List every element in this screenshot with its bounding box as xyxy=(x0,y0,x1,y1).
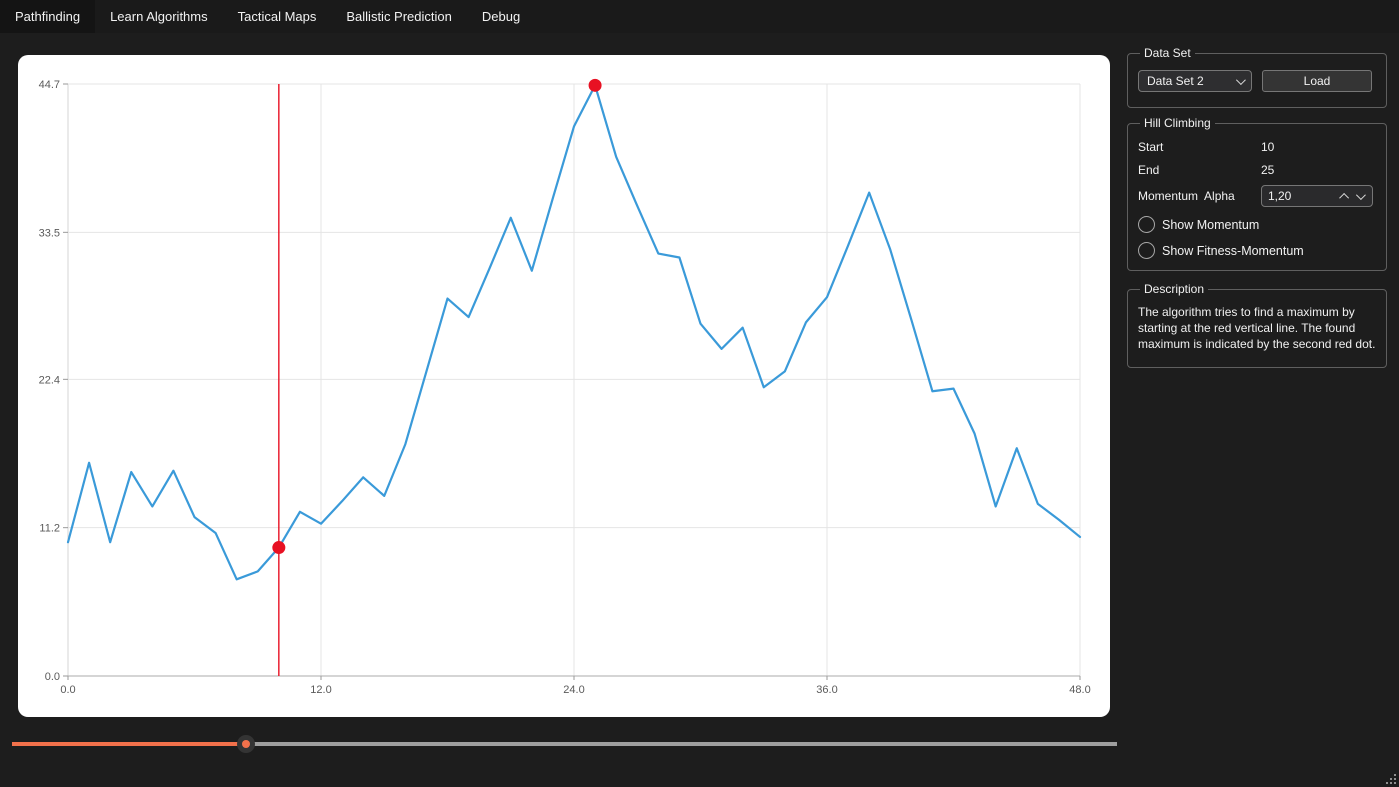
data-set-group-title: Data Set xyxy=(1144,46,1191,60)
tab-tactical-maps[interactable]: Tactical Maps xyxy=(237,9,317,24)
y-tick-label: 22.4 xyxy=(39,374,60,386)
slider-handle-dot xyxy=(242,740,251,748)
chevron-up-icon xyxy=(1338,192,1349,203)
chevron-down-icon xyxy=(1235,74,1246,85)
tab-debug[interactable]: Debug xyxy=(481,9,521,24)
end-label: End xyxy=(1138,163,1160,177)
momentum-alpha-value: 1,20 xyxy=(1268,189,1292,203)
description-text: The algorithm tries to find a maximum by… xyxy=(1138,305,1376,351)
slider-handle[interactable] xyxy=(237,735,256,753)
fitness-line-chart: 0.0 11.2 22.4 33.5 44.7 0.0 12.0 24.0 36.0 48.0 xyxy=(39,78,1091,696)
start-row: Start 10 xyxy=(1138,136,1376,158)
end-value: 25 xyxy=(1261,163,1275,177)
y-tick-label: 11.2 xyxy=(39,523,60,535)
show-fitness-momentum-row: Show Fitness-Momentum xyxy=(1138,242,1376,259)
hill-climbing-group-title: Hill Climbing xyxy=(1144,116,1211,130)
description-group-title: Description xyxy=(1144,282,1205,296)
start-dot xyxy=(272,541,286,555)
momentum-alpha-spinner[interactable]: 1,20 xyxy=(1261,185,1373,207)
x-tick-label: 24.0 xyxy=(563,684,584,696)
fitness-line xyxy=(66,84,1082,581)
data-set-combobox[interactable]: Data Set 2 xyxy=(1138,70,1252,92)
show-momentum-checkbox[interactable] xyxy=(1138,216,1155,233)
load-button[interactable]: Load xyxy=(1262,70,1372,92)
show-momentum-label: Show Momentum xyxy=(1162,217,1260,232)
y-tick-label: 33.5 xyxy=(39,227,60,239)
x-tick-label: 48.0 xyxy=(1069,684,1090,696)
momentum-alpha-label: Momentum Alpha xyxy=(1138,189,1235,203)
tab-learn-algorithms[interactable]: Learn Algorithms xyxy=(110,9,208,24)
tab-ballistic-prediction[interactable]: Ballistic Prediction xyxy=(346,9,452,24)
data-set-group: Data Set Data Set 2 Load xyxy=(1127,46,1387,108)
start-value: 10 xyxy=(1261,140,1275,154)
hill-climbing-group: Hill Climbing Start 10 End 25 Momentum A… xyxy=(1127,116,1387,271)
position-slider[interactable] xyxy=(12,735,1117,753)
show-fitness-momentum-label: Show Fitness-Momentum xyxy=(1162,243,1304,258)
slider-track-fill xyxy=(12,742,247,746)
load-button-label: Load xyxy=(1303,74,1331,88)
spinner-down-button[interactable] xyxy=(1352,189,1366,200)
start-label: Start xyxy=(1138,140,1164,154)
x-tick-label: 0.0 xyxy=(60,684,75,696)
slider-track[interactable] xyxy=(12,742,1117,746)
chevron-down-icon xyxy=(1355,189,1366,200)
description-group: Description The algorithm tries to find … xyxy=(1127,282,1387,368)
momentum-alpha-row: Momentum Alpha 1,20 xyxy=(1138,185,1376,207)
y-tick-label: 44.7 xyxy=(39,79,60,91)
show-momentum-row: Show Momentum xyxy=(1138,216,1376,233)
y-tick-label: 0.0 xyxy=(45,671,60,683)
resize-grip-icon[interactable] xyxy=(1385,773,1396,784)
show-fitness-momentum-checkbox[interactable] xyxy=(1138,242,1155,259)
fitness-chart-panel: 0.0 11.2 22.4 33.5 44.7 0.0 12.0 24.0 36.0 48.0 xyxy=(18,55,1110,717)
tab-bar: Pathfinding Learn Algorithms Tactical Ma… xyxy=(0,0,1399,33)
end-row: End 25 xyxy=(1138,159,1376,181)
x-tick-label: 12.0 xyxy=(310,684,331,696)
maximum-dot xyxy=(588,78,602,92)
tab-pathfinding[interactable]: Pathfinding xyxy=(0,0,96,33)
data-set-combobox-value: Data Set 2 xyxy=(1147,74,1204,88)
x-tick-label: 36.0 xyxy=(816,684,837,696)
spinner-up-button[interactable] xyxy=(1338,192,1352,203)
